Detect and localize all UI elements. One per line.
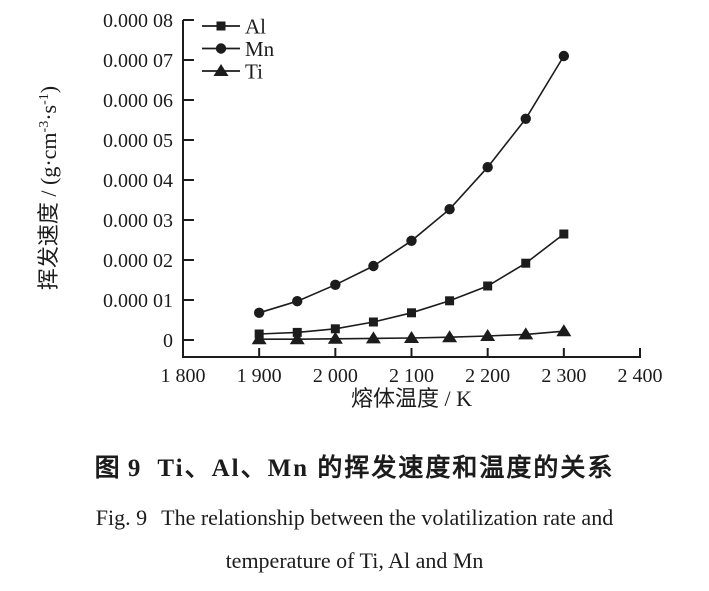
volatilization-rate-chart: 1 800 1 900 2 000 2 100 2 200 2 300 2 400 0 0.00… [36,10,663,411]
x-tick-label: 2 300 [541,365,586,387]
y-tick-label: 0.000 02 [103,250,173,272]
figure-caption-en-line1: Fig. 9 The relationship between the volat… [0,505,709,531]
y-tick-label: 0.000 04 [103,170,173,192]
x-axis-title: 熔体温度 / K [351,386,472,411]
x-tick-label: 1 800 [161,365,206,387]
y-tick-label: 0.000 06 [103,90,173,112]
x-tick-label: 2 100 [389,365,434,387]
figure-caption-en-line2: temperature of Ti, Al and Mn [0,548,709,574]
x-tick-label: 2 000 [313,365,358,387]
x-axis-ticks: 1 800 1 900 2 000 2 100 2 200 2 300 2 400 [161,348,663,387]
y-axis-title: 挥发速度 / (g·cm-3·s-1) [36,86,61,290]
legend-item-Ti: Ti [202,60,263,84]
x-tick-label: 1 900 [237,365,282,387]
figure-caption-zh: 图 9 Ti、Al、Mn 的挥发速度和温度的关系 [0,448,709,484]
figure-title-en-cont: temperature of Ti, Al and Mn [225,548,484,573]
y-axis-ticks: 0 0.000 01 0.000 02 0.000 03 0.000 04 0.000 0… [103,10,194,352]
series-Mn [253,50,570,318]
series-Ti [251,324,572,345]
y-tick-label: 0 [163,330,173,352]
y-tick-label: 0.000 01 [103,290,173,312]
legend-label: Ti [245,60,263,84]
figure-number-en: Fig. 9 [95,505,148,530]
figure-title-zh: Ti、Al、Mn 的挥发速度和温度的关系 [157,455,615,482]
y-tick-label: 0.000 08 [103,10,173,32]
legend-item-Al: Al [202,15,266,39]
legend-label: Al [245,15,266,39]
y-tick-label: 0.000 07 [103,50,173,72]
x-tick-label: 2 400 [618,365,663,387]
figure-number-zh: 图 9 [94,455,142,482]
legend-label: Mn [245,37,275,61]
y-tick-label: 0.000 05 [103,130,173,152]
figure-title-en: The relationship between the volatilizat… [161,505,614,530]
x-tick-label: 2 200 [465,365,510,387]
y-tick-label: 0.000 03 [103,210,173,232]
legend-item-Mn: Mn [202,37,275,61]
